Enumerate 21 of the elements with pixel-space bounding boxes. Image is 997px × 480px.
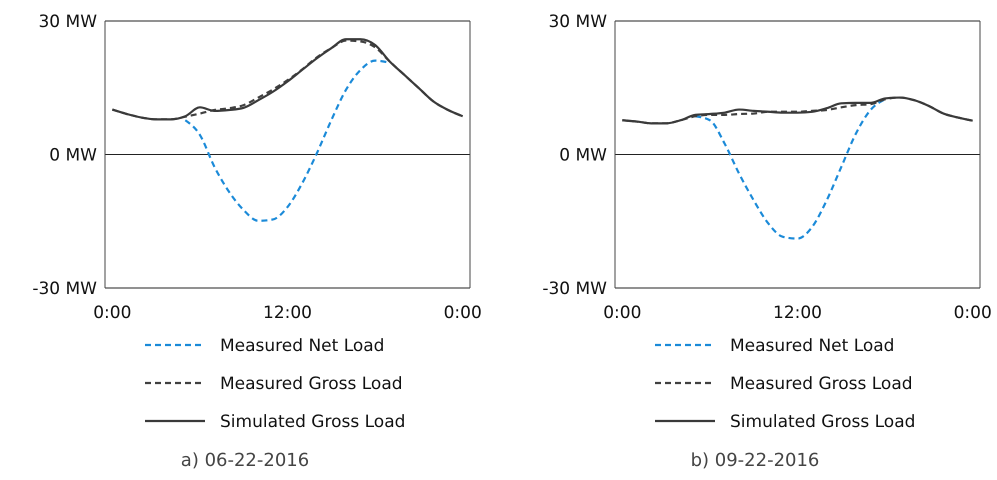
- legend-label: Measured Gross Load: [220, 374, 403, 394]
- legend-label: Measured Net Load: [220, 336, 384, 356]
- x-tick-label: 12:00: [773, 303, 822, 323]
- legend-label: Measured Gross Load: [730, 374, 913, 394]
- legend-label: Measured Net Load: [730, 336, 894, 356]
- y-tick-label: 30 MW: [38, 12, 98, 32]
- x-tick-label: 0:00: [444, 303, 482, 323]
- x-tick-label: 12:00: [263, 303, 312, 323]
- x-tick-label: 0:00: [93, 303, 132, 323]
- legend-label: Simulated Gross Load: [220, 412, 406, 432]
- y-tick-label: 0 MW: [559, 145, 608, 166]
- y-tick-label: 0 MW: [49, 145, 98, 166]
- y-tick-label: -30 MW: [542, 278, 608, 299]
- y-tick-label: -30 MW: [32, 278, 98, 299]
- line-series: [694, 98, 886, 240]
- text: a) 06-22-2016: [180, 450, 310, 471]
- legend-label: Simulated Gross Load: [730, 412, 916, 432]
- text: b) 09-22-2016: [690, 450, 820, 471]
- y-tick-label: 30 MW: [548, 12, 608, 32]
- x-tick-label: 0:00: [954, 303, 992, 323]
- x-tick-label: 0:00: [603, 303, 642, 323]
